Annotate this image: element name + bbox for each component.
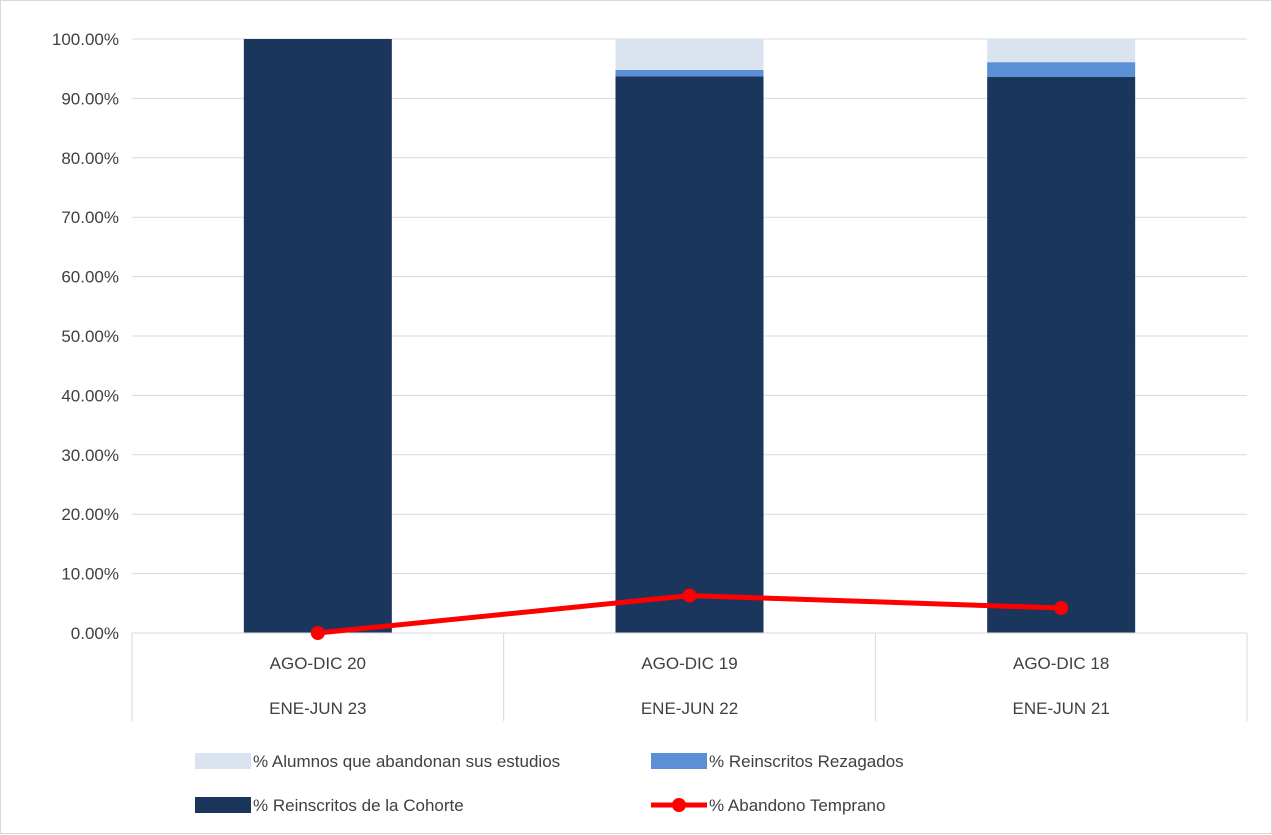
y-tick-label: 10.00% [61,565,119,584]
y-tick-label: 40.00% [61,386,119,405]
y-tick-label: 70.00% [61,208,119,227]
y-tick-label: 80.00% [61,149,119,168]
y-tick-label: 100.00% [52,30,119,49]
y-tick-label: 60.00% [61,268,119,287]
legend-swatch [195,753,251,769]
legend-label: % Alumnos que abandonan sus estudios [253,752,560,771]
bar-segment [615,69,764,77]
line-point [310,626,325,640]
abandono-temprano-line [310,588,1069,640]
category-label-top: AGO-DIC 18 [1013,654,1109,673]
legend-swatch-marker [672,798,686,812]
bar-segment [615,76,764,633]
bar-segment [987,62,1136,78]
y-tick-label: 20.00% [61,505,119,524]
bar-segment [243,39,392,633]
legend-swatch [651,753,707,769]
bar-segment [615,39,764,70]
category-label-top: AGO-DIC 20 [270,654,366,673]
bar-segment [987,39,1136,63]
y-tick-label: 90.00% [61,89,119,108]
legend-label: % Abandono Temprano [709,796,885,815]
category-label-bottom: ENE-JUN 22 [641,699,738,718]
legend: % Alumnos que abandonan sus estudios % Re… [195,752,904,815]
legend-swatch [195,797,251,813]
y-tick-label: 0.00% [71,624,119,643]
y-tick-label: 50.00% [61,327,119,346]
bars [243,39,1136,634]
category-label-bottom: ENE-JUN 21 [1013,699,1110,718]
legend-label: % Reinscritos Rezagados [709,752,904,771]
legend-label: % Reinscritos de la Cohorte [253,796,464,815]
bar-segment [987,77,1136,634]
category-label-bottom: ENE-JUN 23 [269,699,366,718]
axes: 0.00% 10.00% 20.00% 30.00% 40.00% 50.00% 60.00… [52,30,1248,721]
line-point [682,588,697,603]
y-tick-label: 30.00% [61,446,119,465]
category-label-top: AGO-DIC 19 [641,654,737,673]
line-point [1054,601,1069,616]
